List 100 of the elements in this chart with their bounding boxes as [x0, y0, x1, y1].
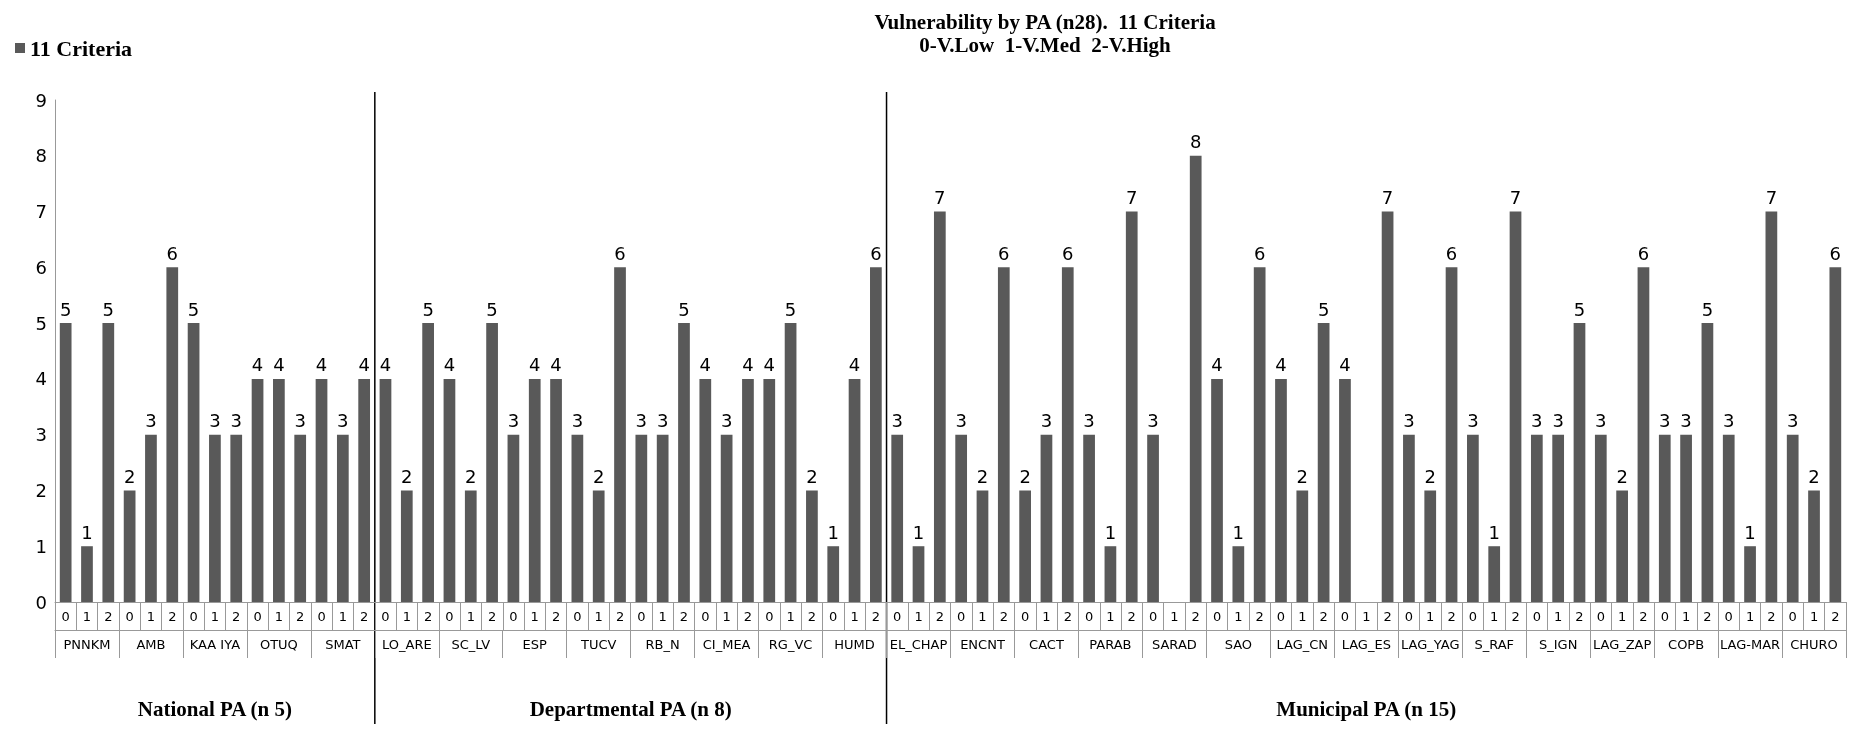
data-label: 3	[1786, 410, 1799, 432]
bar	[1658, 434, 1671, 602]
data-label: 6	[1829, 242, 1842, 264]
bar	[1488, 546, 1501, 602]
x-tick-label: 0	[1468, 609, 1478, 624]
y-tick-label: 3	[35, 424, 47, 446]
data-label: 3	[1083, 410, 1095, 432]
data-label: 5	[1573, 298, 1586, 320]
x-tick-label: 2	[679, 609, 689, 624]
data-label: 4	[251, 354, 264, 376]
x-tick-label: 2	[104, 609, 113, 624]
x-tick-label: 0	[1660, 609, 1669, 624]
x-tick-label: 1	[1490, 609, 1499, 624]
data-label: 3	[656, 410, 669, 432]
bar	[209, 434, 221, 602]
data-label: 3	[209, 410, 221, 432]
data-label: 2	[1019, 465, 1031, 487]
bar	[1232, 546, 1245, 602]
x-tick-label: 0	[573, 609, 582, 624]
data-label: 6	[1445, 242, 1458, 264]
data-label: 3	[1659, 410, 1671, 432]
x-tick-label: 2	[871, 609, 881, 624]
bar	[870, 267, 882, 602]
x-tick-label: 0	[1340, 609, 1350, 624]
x-tick-label: 0	[381, 609, 390, 624]
text: KAA IYA	[189, 637, 241, 652]
bar	[806, 490, 818, 602]
bar	[230, 434, 243, 602]
x-tick-label: 1	[1681, 609, 1691, 624]
x-tick-label: 1	[274, 609, 284, 624]
data-label: 3	[891, 410, 903, 432]
text: SARAD	[1151, 637, 1197, 652]
data-label: 2	[592, 465, 605, 487]
bar	[273, 378, 285, 602]
x-tick-label: 2	[1639, 609, 1648, 624]
bar	[1829, 267, 1842, 602]
bar	[955, 434, 968, 602]
bar	[486, 323, 498, 602]
data-label: 4	[742, 354, 754, 376]
bar	[912, 546, 925, 602]
data-label: 1	[1232, 521, 1245, 543]
text: COPB	[1668, 637, 1705, 652]
text: LAG_CN	[1276, 637, 1329, 652]
x-tick-label: 1	[1234, 609, 1243, 624]
data-label: 6	[166, 242, 178, 264]
bar	[1424, 490, 1437, 602]
text: Municipal PA (n 15)	[1276, 696, 1457, 721]
x-tick-label: 2	[743, 609, 753, 624]
data-label: 2	[123, 465, 136, 487]
data-label: 3	[1723, 410, 1735, 432]
x-tick-label: 2	[551, 609, 561, 624]
data-label: 3	[230, 410, 242, 432]
data-label: 5	[59, 298, 72, 320]
x-tick-label: 2	[1383, 609, 1392, 624]
bar	[1701, 323, 1714, 602]
x-tick-label: 2	[1255, 609, 1264, 624]
bar	[464, 490, 477, 602]
data-label: 8	[1189, 131, 1202, 153]
bar	[443, 378, 456, 602]
bar	[1637, 267, 1650, 602]
y-tick-label: 4	[35, 368, 47, 390]
x-tick-label: 1	[1617, 609, 1627, 624]
bar	[1125, 211, 1138, 602]
data-label: 7	[1509, 187, 1522, 209]
x-tick-label: 1	[914, 609, 923, 624]
bar	[699, 378, 712, 602]
data-label: 2	[465, 465, 477, 487]
data-label: 1	[1104, 521, 1117, 543]
bar	[976, 490, 989, 602]
data-label: 3	[571, 410, 584, 432]
x-tick-label: 2	[1511, 609, 1520, 624]
bar	[1530, 434, 1543, 602]
data-label: 3	[337, 410, 349, 432]
data-label: 2	[1424, 465, 1436, 487]
x-tick-label: 2	[1127, 609, 1136, 624]
data-label: 5	[678, 298, 690, 320]
data-label: 3	[1552, 410, 1564, 432]
text: OTUQ	[259, 637, 298, 652]
y-tick-label: 7	[35, 201, 47, 223]
data-label: 4	[443, 354, 456, 376]
bar	[997, 267, 1010, 602]
x-tick-label: 1	[210, 609, 220, 624]
x-tick-label: 1	[1170, 609, 1179, 624]
x-tick-label: 1	[402, 609, 411, 624]
bar	[1509, 211, 1522, 602]
data-label: 1	[827, 521, 839, 543]
bar	[315, 378, 328, 602]
x-tick-label: 0	[1532, 609, 1541, 624]
x-tick-label: 0	[1212, 609, 1222, 624]
x-tick-label: 2	[1063, 609, 1072, 624]
data-label: 4	[315, 354, 328, 376]
bar	[550, 378, 562, 602]
text: CACT	[1029, 637, 1064, 652]
text: LO_ARE	[381, 637, 432, 652]
bar	[251, 378, 264, 602]
x-tick-label: 0	[445, 609, 454, 624]
data-label: 4	[1211, 354, 1223, 376]
x-tick-label: 0	[1788, 609, 1797, 624]
bar	[59, 323, 72, 602]
bar	[891, 434, 904, 602]
